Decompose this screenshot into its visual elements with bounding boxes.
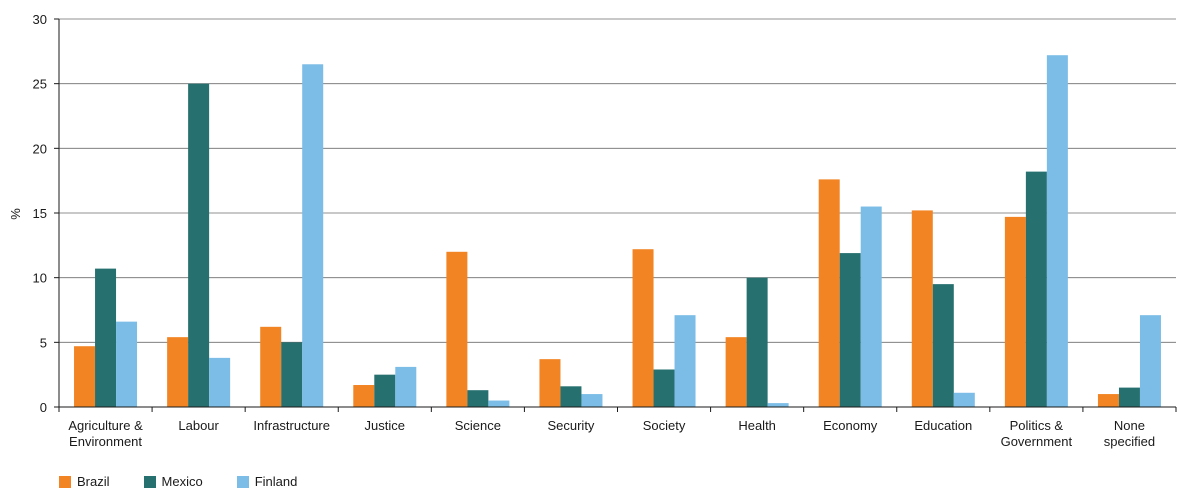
axes: 0 5 10 15 20 25 30 Agriculture & Environment Labo… — [33, 12, 1177, 449]
bar-mexico — [1118, 387, 1140, 407]
bar-finland — [581, 394, 603, 407]
bar-finland — [116, 321, 138, 407]
bar-finland — [1139, 315, 1161, 407]
x-tick-label: Politics & Government — [1001, 418, 1073, 449]
bar-mexico — [746, 277, 768, 407]
bar-mexico — [281, 342, 303, 407]
bar-mexico — [1025, 171, 1047, 407]
bar-brazil — [1097, 394, 1119, 407]
legend-label: Mexico — [161, 474, 203, 489]
bar-brazil — [446, 251, 468, 407]
legend-item-finland: Finland — [236, 474, 298, 489]
bars — [74, 55, 1161, 408]
bar-brazil — [353, 385, 375, 407]
x-tick-label: Labour — [178, 418, 219, 433]
bar-finland — [860, 206, 882, 407]
x-tick-label: Security — [547, 418, 594, 433]
bar-mexico — [467, 390, 489, 407]
legend-swatch — [236, 475, 249, 488]
x-tick-label: Economy — [823, 418, 878, 433]
bar-brazil — [74, 346, 96, 407]
x-tick-label: None specified — [1104, 418, 1155, 449]
bar-brazil — [1004, 216, 1026, 407]
bar-mexico — [839, 253, 861, 407]
bar-finland — [767, 403, 789, 407]
bar-finland — [953, 392, 975, 407]
bar-brazil — [539, 359, 561, 407]
bar-brazil — [260, 326, 282, 407]
legend: Brazil Mexico Finland — [59, 474, 331, 489]
gridlines — [59, 18, 1176, 343]
legend-swatch — [59, 475, 71, 488]
bar-mexico — [932, 284, 954, 407]
legend-item-brazil: Brazil — [59, 474, 110, 489]
legend-label: Brazil — [77, 474, 110, 489]
x-tick-label: Agriculture & Environment — [68, 418, 143, 449]
x-tick-label: Infrastructure — [253, 418, 330, 433]
y-tick-label: 5 — [40, 335, 47, 350]
y-tick-label: 20 — [33, 141, 47, 156]
bar-mexico — [653, 369, 675, 407]
bar-finland — [488, 400, 510, 407]
bar-finland — [674, 315, 696, 407]
bar-mexico — [188, 83, 210, 408]
bar-finland — [1046, 55, 1068, 408]
bar-brazil — [818, 179, 840, 407]
y-axis-label: % — [8, 208, 23, 220]
x-tick-label: Justice — [365, 418, 405, 433]
y-tick-label: 15 — [33, 206, 47, 221]
bar-mexico — [560, 386, 582, 407]
x-tick-label: Education — [914, 418, 972, 433]
x-tick-label: Society — [643, 418, 686, 433]
bar-brazil — [167, 337, 189, 407]
bar-brazil — [632, 249, 654, 407]
x-tick-label: Science — [455, 418, 501, 433]
legend-label: Finland — [254, 474, 298, 489]
bar-finland — [209, 357, 231, 407]
x-tick-label: Health — [738, 418, 776, 433]
y-tick-label: 0 — [40, 400, 47, 415]
bar-mexico — [95, 268, 117, 407]
bar-brazil — [911, 210, 933, 407]
bar-finland — [302, 64, 324, 408]
legend-swatch — [143, 475, 156, 488]
bar-brazil — [725, 337, 747, 407]
y-tick-label: 30 — [33, 12, 47, 27]
bar-finland — [395, 366, 417, 407]
legend-item-mexico: Mexico — [143, 474, 203, 489]
y-tick-label: 25 — [33, 77, 47, 92]
y-tick-label: 10 — [33, 271, 47, 286]
bar-mexico — [374, 374, 396, 407]
